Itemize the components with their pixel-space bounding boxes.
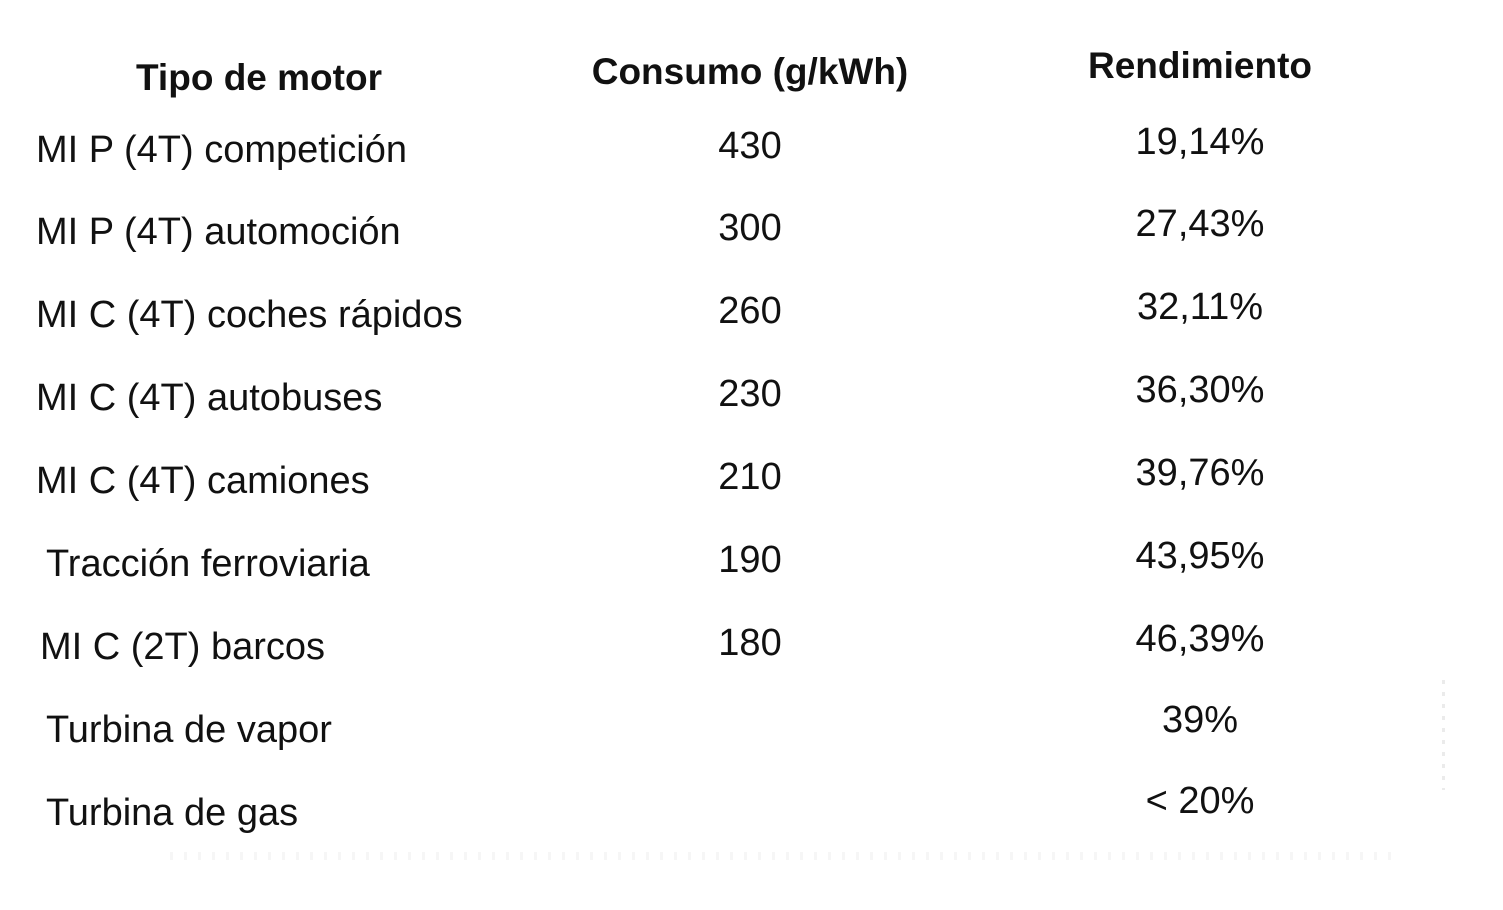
cell-consumo: 300	[718, 207, 782, 249]
table-header-row: Tipo de motor Consumo (g/kWh) Rendimient…	[0, 45, 1503, 106]
cell-rendimiento: 46,39%	[1135, 618, 1265, 660]
cell-tipo-de-motor: Turbina de gas	[46, 792, 299, 834]
table-row: Tracción ferroviaria 190 43,95%	[0, 534, 1503, 594]
cell-consumo: 230	[718, 373, 782, 415]
cell-rendimiento: 27,43%	[1135, 203, 1265, 245]
cell-tipo-de-motor: MI C (4T) autobuses	[36, 377, 383, 419]
scan-speck	[1442, 680, 1445, 790]
cell-rendimiento: 39%	[1161, 699, 1239, 741]
table-row: MI C (4T) autobuses 230 36,30%	[0, 368, 1503, 428]
table-row: Turbina de gas < 20%	[0, 780, 1503, 843]
cell-tipo-de-motor: MI C (2T) barcos	[40, 626, 326, 668]
table-row: MI P (4T) competición 430 19,14%	[0, 120, 1503, 180]
cell-tipo-de-motor: MI C (4T) coches rápidos	[36, 294, 463, 336]
cell-tipo-de-motor: MI P (4T) automoción	[36, 211, 401, 253]
cell-rendimiento: 43,95%	[1135, 535, 1265, 577]
cell-tipo-de-motor: MI P (4T) competición	[36, 129, 407, 171]
cell-rendimiento: 19,14%	[1135, 121, 1265, 163]
cell-rendimiento: 39,76%	[1135, 452, 1265, 494]
header-tipo-de-motor: Tipo de motor	[136, 57, 382, 98]
header-consumo: Consumo (g/kWh)	[591, 51, 909, 92]
cell-consumo: 430	[718, 125, 782, 167]
cell-rendimiento: 32,11%	[1136, 286, 1264, 328]
cell-rendimiento: 36,30%	[1135, 369, 1265, 411]
cell-consumo: 180	[718, 622, 782, 664]
table-row: MI C (2T) barcos 180 46,39%	[0, 617, 1503, 677]
header-rendimiento: Rendimiento	[1087, 45, 1313, 86]
cell-rendimiento: < 20%	[1145, 780, 1255, 822]
table-row: Turbina de vapor 39%	[0, 699, 1503, 760]
scan-noise	[170, 852, 1400, 860]
cell-consumo: 210	[718, 456, 782, 498]
cell-tipo-de-motor: MI C (4T) camiones	[36, 460, 370, 502]
cell-consumo: 260	[718, 290, 782, 332]
cell-tipo-de-motor: Tracción ferroviaria	[46, 543, 370, 585]
table-row: MI C (4T) camiones 210 39,76%	[0, 451, 1503, 511]
table-row: MI C (4T) coches rápidos 260 32,11%	[0, 285, 1503, 345]
cell-consumo: 190	[718, 539, 782, 581]
table-row: MI P (4T) automoción 300 27,43%	[0, 202, 1503, 262]
cell-tipo-de-motor: Turbina de vapor	[46, 709, 332, 751]
